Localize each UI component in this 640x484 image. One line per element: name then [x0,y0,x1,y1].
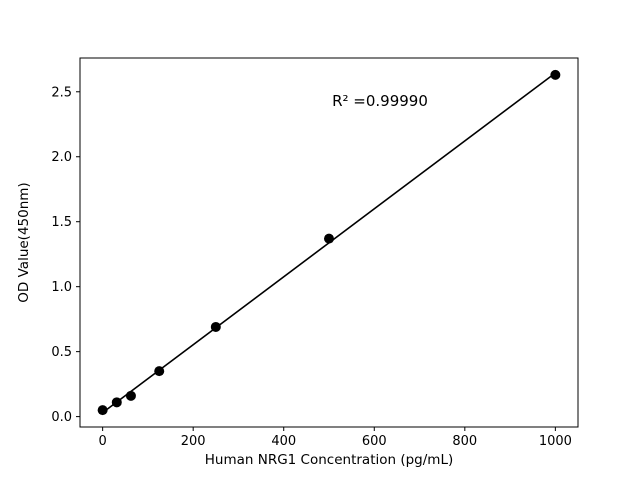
x-axis-label: Human NRG1 Concentration (pg/mL) [205,452,453,468]
x-tick-label: 600 [362,434,387,449]
data-point [210,321,221,332]
y-axis-label: OD Value(450nm) [16,182,32,302]
x-tick-label: 0 [98,434,106,449]
axes-box [79,57,579,428]
y-tick-label: 2.0 [51,150,72,165]
data-point [550,69,561,80]
y-tick-label: 0.5 [51,345,72,360]
y-tick-label: 1.5 [51,215,72,230]
y-tick-label: 0.0 [51,410,72,425]
data-point [97,405,108,416]
data-point [154,366,165,377]
x-tick-label: 200 [181,434,206,449]
y-tick-label: 1.0 [51,280,72,295]
y-tick-label: 2.5 [51,85,72,100]
x-tick-label: 1000 [539,434,572,449]
data-point [111,397,122,408]
data-point [125,390,136,401]
x-tick-label: 800 [452,434,477,449]
x-tick-label: 400 [271,434,296,449]
data-point [324,233,334,244]
r-squared-annotation: R² =0.99990 [332,92,428,110]
